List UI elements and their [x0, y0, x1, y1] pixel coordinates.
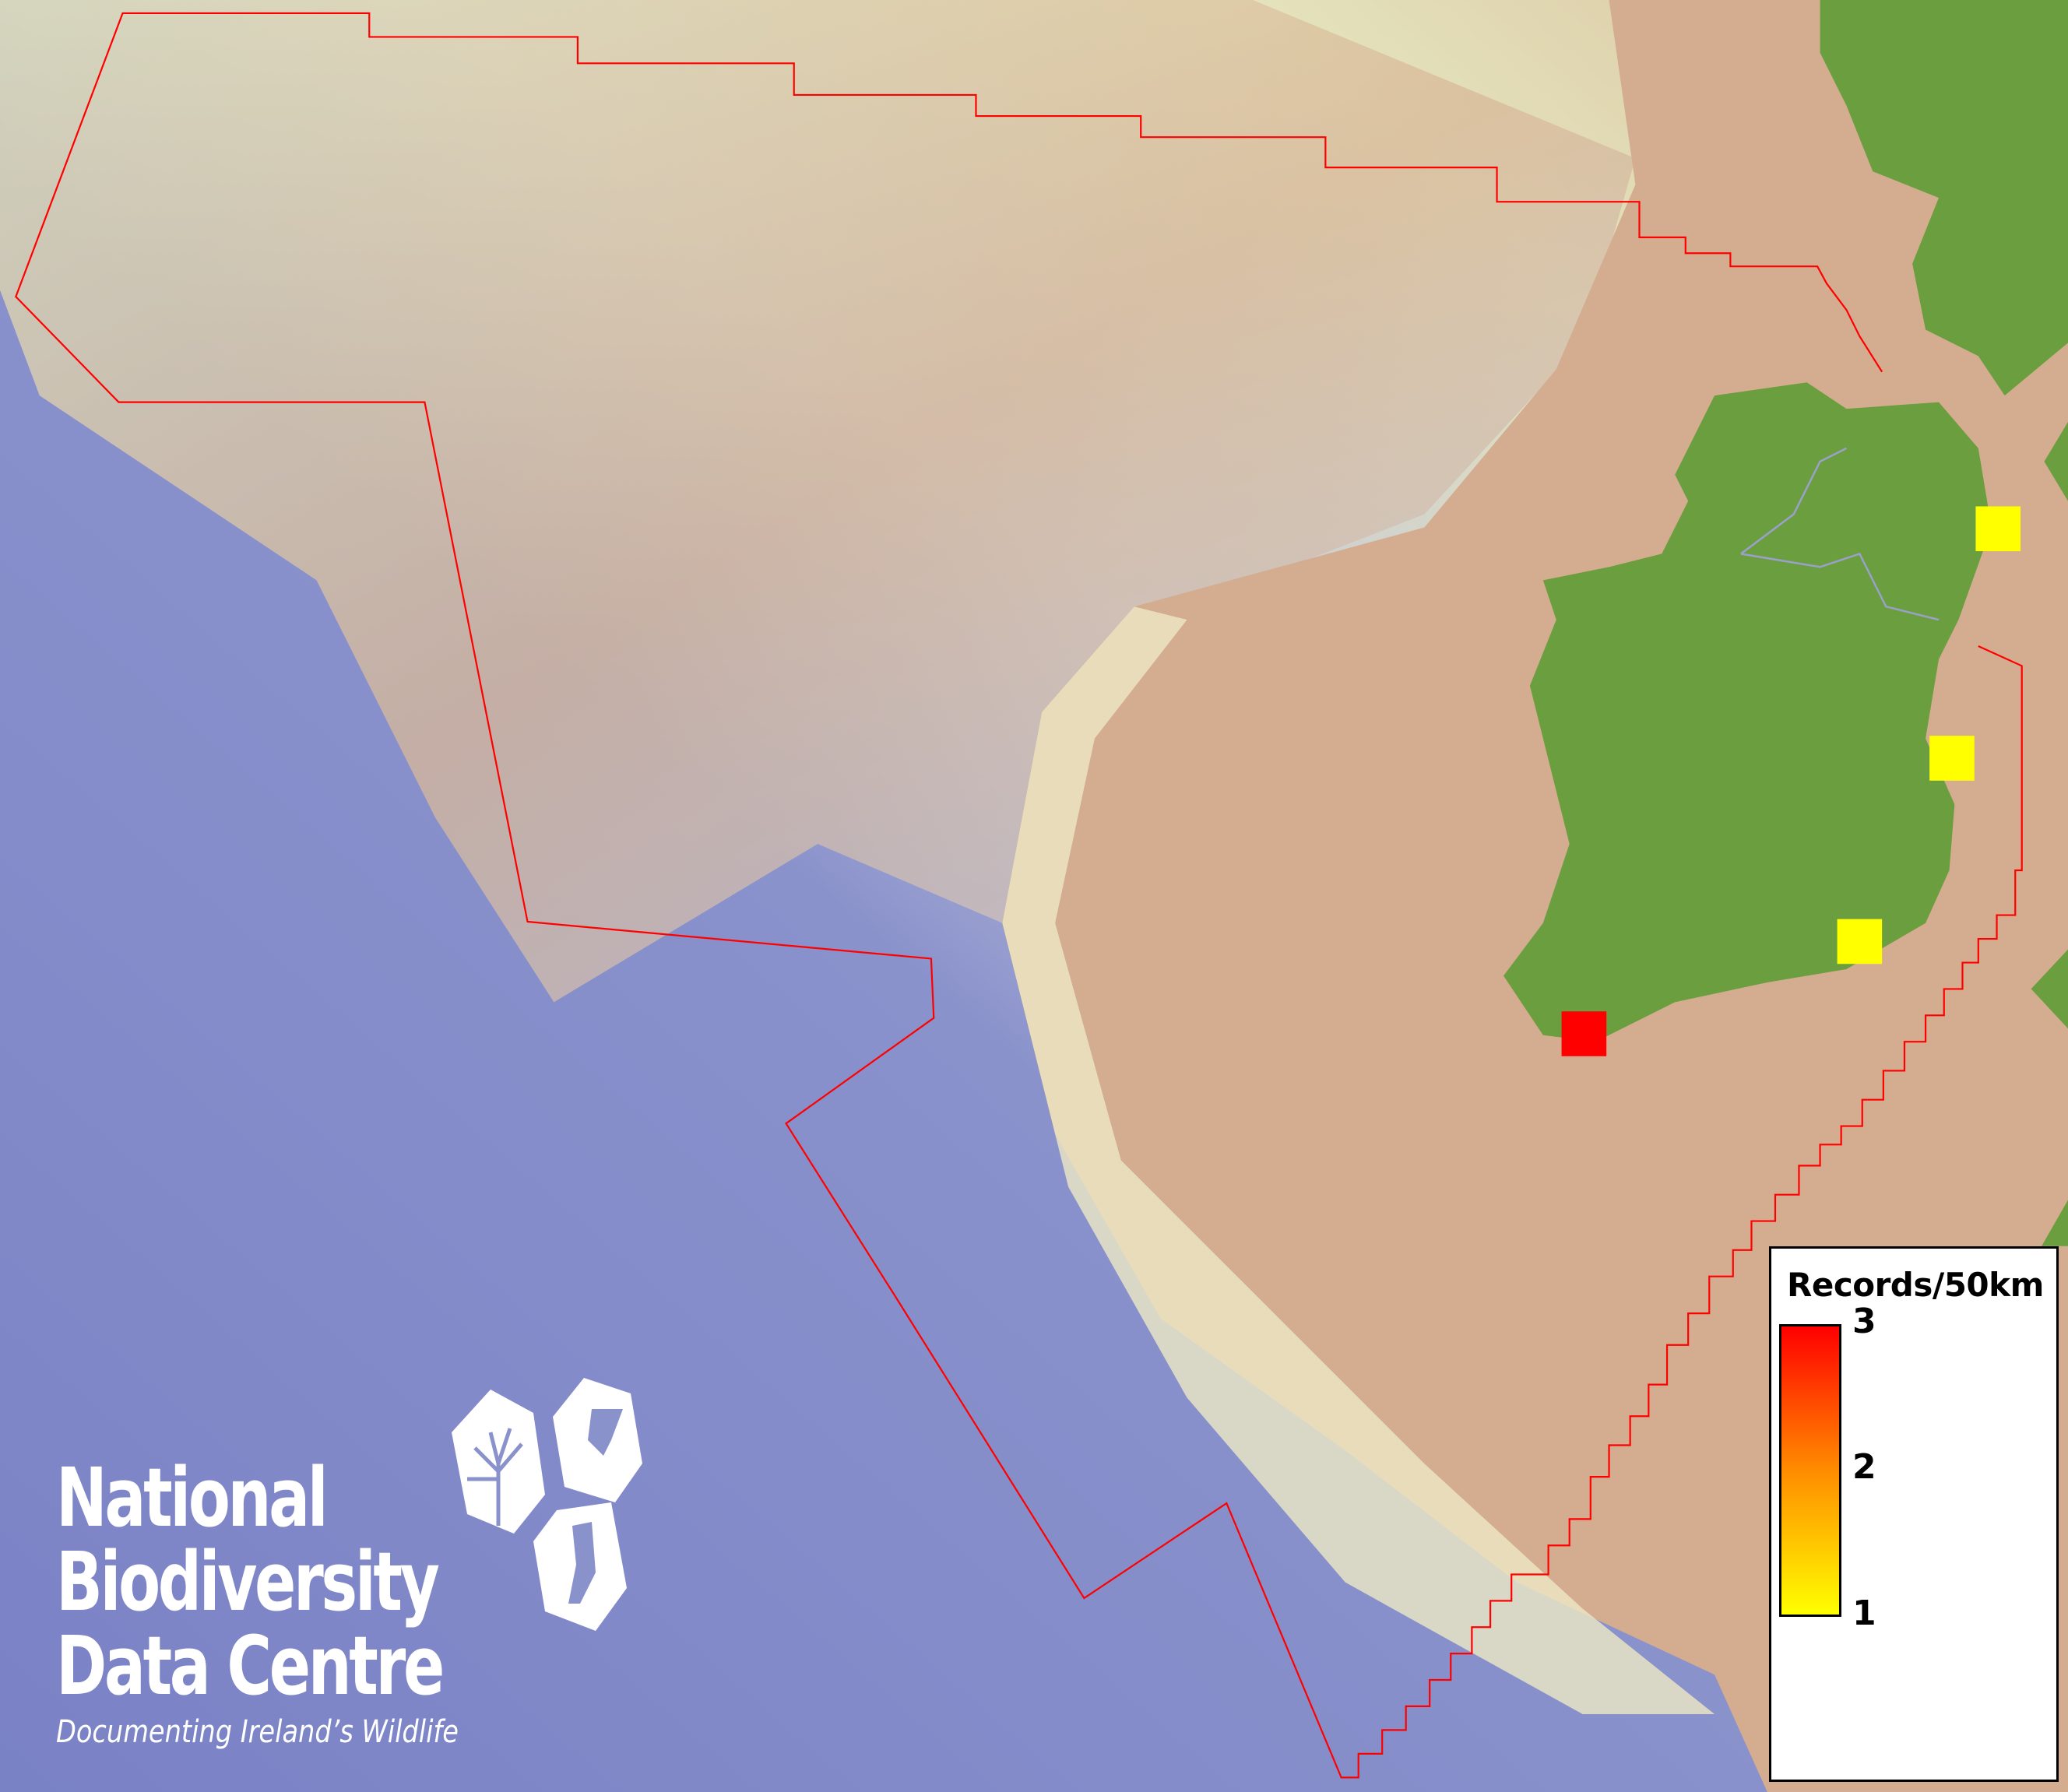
marine-boundary-line [15, 12, 2023, 1779]
tree-glyph-icon [467, 1428, 523, 1526]
record-square[interactable] [1929, 736, 1975, 781]
scotland-land [1820, 0, 2068, 396]
northern-ireland-border [1740, 447, 1940, 621]
nbdc-logo: National Biodiversity Data Centre Docume… [56, 1456, 535, 1750]
seahorse-glyph-icon [568, 1522, 596, 1604]
ireland-land [1504, 382, 1992, 1042]
shelf-edge-light [1002, 606, 1715, 1715]
legend-title: Records/50km [1787, 1266, 2044, 1304]
legend-color-ramp [1779, 1324, 1841, 1617]
legend-mid-label: 2 [1852, 1447, 1876, 1487]
butterfly-glyph-icon [588, 1409, 623, 1456]
legend-min-label: 1 [1852, 1593, 1876, 1633]
legend: Records/50km 3 2 1 [1769, 1246, 2059, 1782]
record-square[interactable] [1561, 1011, 1607, 1056]
record-square[interactable] [1837, 919, 1883, 965]
legend-max-label: 3 [1852, 1302, 1876, 1341]
logo-hexagons-icon [452, 1378, 642, 1631]
record-square[interactable] [1975, 506, 2021, 552]
logo-line-3: Data Centre [56, 1618, 445, 1713]
logo-line-1: National [56, 1450, 329, 1545]
porcupine-bank-shelf [0, 0, 1636, 1003]
logo-line-2: Biodiversity [56, 1534, 440, 1629]
logo-tagline: Documenting Ireland’s Wildlife [56, 1714, 459, 1750]
